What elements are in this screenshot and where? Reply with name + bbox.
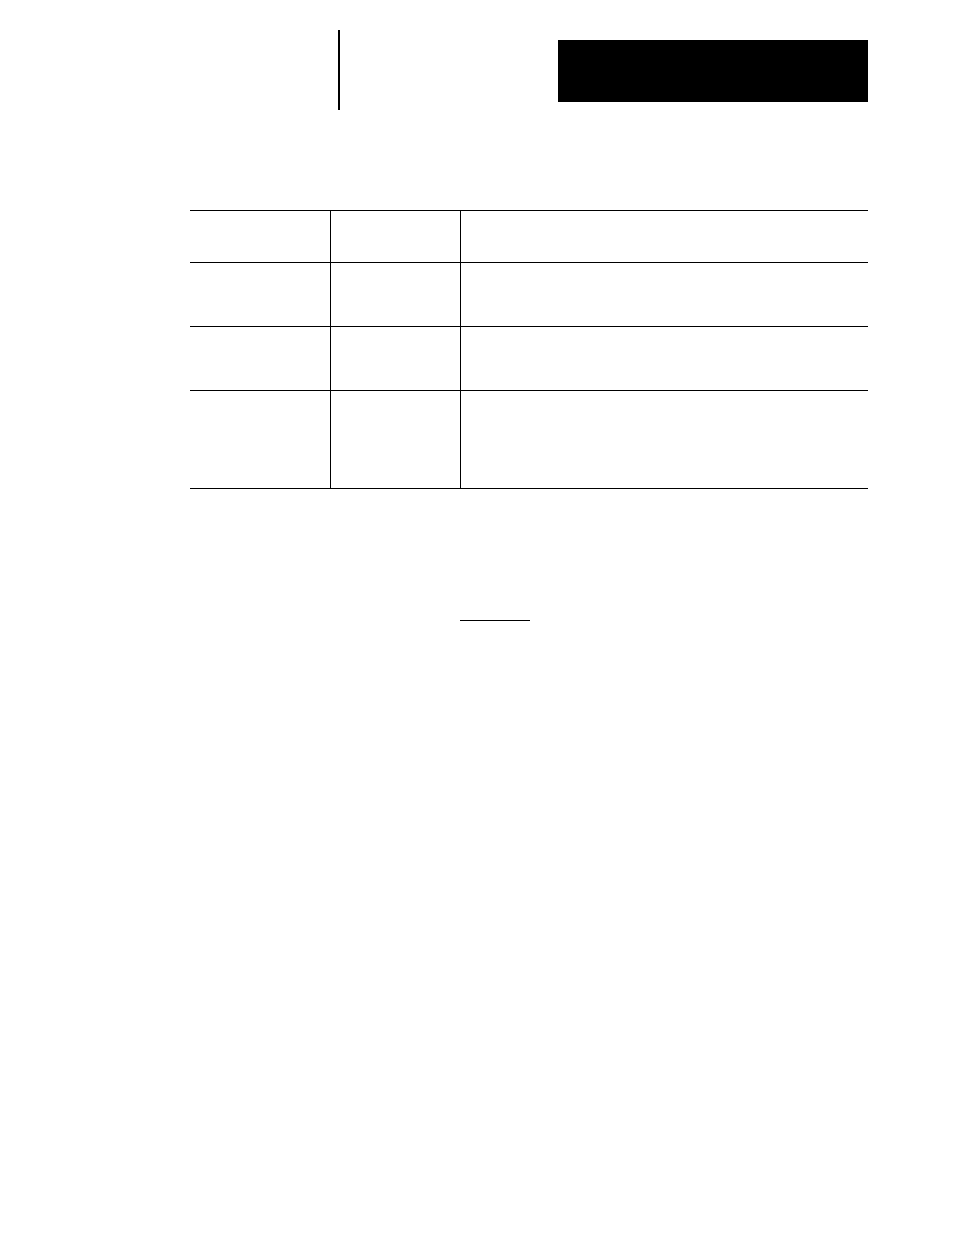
table-cell [460, 391, 868, 489]
short-divider [460, 620, 530, 621]
table-cell [460, 327, 868, 391]
table-cell [330, 391, 460, 489]
table-header-row [190, 211, 868, 263]
table-header-cell [190, 211, 330, 263]
table-row [190, 327, 868, 391]
table-row [190, 391, 868, 489]
table-cell [330, 263, 460, 327]
table-cell [460, 263, 868, 327]
table-cell [190, 391, 330, 489]
table-header-cell [330, 211, 460, 263]
header-black-box [558, 40, 868, 102]
table-cell [190, 327, 330, 391]
table-header-cell [460, 211, 868, 263]
table-cell [190, 263, 330, 327]
table-row [190, 263, 868, 327]
table-cell [330, 327, 460, 391]
page-root: { "layout": { "page_width_px": 954, "pag… [0, 0, 954, 1235]
header-vertical-rule [338, 30, 340, 110]
data-table [190, 210, 868, 489]
